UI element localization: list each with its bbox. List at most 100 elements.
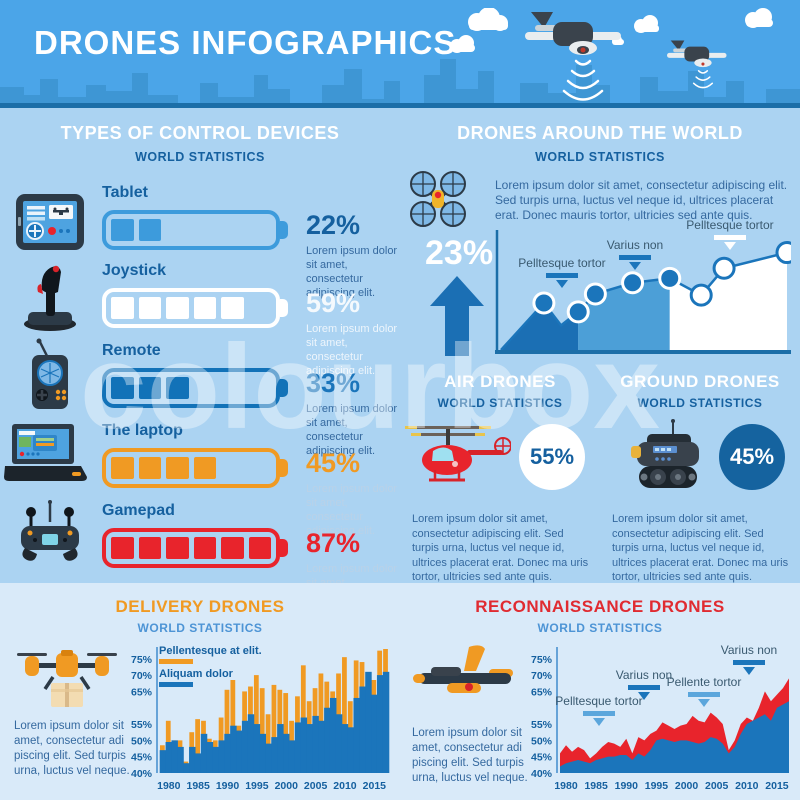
delivery-paragraph: Lorem ipsum dolor sit amet, consectetur … [14,720,130,777]
battery-segment [138,537,161,559]
drone-icon [667,40,727,89]
battery-gauge [102,288,280,328]
device-percent: 22% [306,210,361,240]
air-drones-title: AIR DRONES [444,372,556,391]
battery-segment [248,537,271,559]
air-drones-paragraph: Lorem ipsum dolor sit amet, consectetur … [412,513,589,583]
header-art [450,8,773,101]
battery-segment [166,457,189,479]
chart-annotation: Pelltesque tortor [675,218,785,250]
device-label: Remote [102,342,161,359]
bottom-section: DELIVERY DRONES WORLD STATISTICS Lorem i… [0,583,800,800]
svg-text:2000: 2000 [675,780,699,792]
annotation-bar [583,711,615,716]
svg-text:45%: 45% [531,752,553,764]
svg-text:2015: 2015 [765,780,789,792]
battery-segment [166,219,189,241]
battery-segment [138,219,161,241]
svg-text:50%: 50% [531,735,553,747]
recon-drone-icon [408,645,526,715]
annotation-pointer-icon [743,666,755,675]
world-subtitle: WORLD STATISTICS [535,150,665,164]
control-devices-subtitle: WORLD STATISTICS [135,150,265,164]
svg-text:2005: 2005 [304,780,328,792]
svg-text:65%: 65% [531,686,553,698]
ground-drones-subtitle: WORLD STATISTICS [637,396,763,410]
svg-text:1990: 1990 [615,780,639,792]
svg-text:1995: 1995 [645,780,669,792]
legend-entry: Pellentesque at elit. [159,645,262,657]
remote-icon [5,338,95,412]
control-devices-title: TYPES OF CONTROL DEVICES [60,123,340,143]
device-label: Joystick [102,262,167,279]
header: DRONES INFOGRAPHICS [0,0,800,108]
main-section: TYPES OF CONTROL DEVICES WORLD STATISTIC… [0,108,800,617]
battery-gauge [102,210,280,250]
annotation-bar [714,235,746,240]
annotation-bar [733,660,765,665]
device-caption: Lorem ipsum dolor sit amet, consectetur … [306,403,398,457]
battery-segment [138,297,161,319]
annotation-bar [619,255,651,260]
chart-annotation: Pelltesque tortor [544,694,654,726]
battery-segment [249,219,272,241]
delivery-drone-icon [12,645,122,711]
ground-drones-title: GROUND DRONES [620,372,780,391]
svg-text:2000: 2000 [275,780,299,792]
battery-segment [111,377,134,399]
growth-percent: 23% [425,234,494,272]
svg-text:75%: 75% [531,654,553,666]
legend-entry: Aliquam dolor [159,668,233,680]
page-title: DRONES INFOGRAPHICS [34,24,457,61]
delivery-subtitle: WORLD STATISTICS [137,621,263,635]
svg-text:65%: 65% [131,686,153,698]
annotation-bar [546,273,578,278]
battery-segment [221,537,244,559]
world-title: DRONES AROUND THE WORLD [457,123,743,143]
battery-gauge [102,448,280,488]
annotation-bar [688,692,720,697]
world-paragraph: Lorem ipsum dolor sit amet, consectetur … [495,178,788,222]
chart-annotation: Varius non [580,238,690,270]
battery-segment [111,219,134,241]
delivery-title: DELIVERY DRONES [115,597,285,616]
battery-segment [221,377,244,399]
tablet-icon [5,190,95,254]
device-caption: Lorem ipsum dolor sit amet, consectetur … [306,483,398,537]
annotation-pointer-icon [593,717,605,726]
laptop-icon [0,422,90,484]
svg-text:55%: 55% [531,719,553,731]
battery-segment [138,377,161,399]
annotation-pointer-icon [698,698,710,707]
helicopter-drone-icon [402,420,512,488]
air-drones-subtitle: WORLD STATISTICS [437,396,563,410]
battery-segment [138,457,161,479]
chart-annotation: Varius non [589,668,699,700]
delivery-legend: Pellentesque at elit. Aliquam dolor [159,645,262,691]
ground-robot-icon [608,418,718,496]
recon-paragraph: Lorem ipsum dolor sit amet, consectetur … [412,727,528,784]
device-percent: 33% [306,368,361,398]
battery-segment [221,457,244,479]
gamepad-icon [5,500,95,564]
device-label: Gamepad [102,502,175,519]
world-chart [495,228,799,356]
svg-text:1985: 1985 [186,780,210,792]
recon-subtitle: WORLD STATISTICS [537,621,663,635]
chart-annotation: Varius non [694,643,800,675]
svg-text:75%: 75% [131,654,153,666]
battery-segment [193,537,216,559]
battery-segment [221,297,244,319]
svg-text:1980: 1980 [157,780,181,792]
svg-text:1980: 1980 [554,780,578,792]
device-percent: 87% [306,528,361,558]
annotation-bar [628,685,660,690]
battery-segment [193,457,216,479]
cloud-icon [450,8,773,53]
drone-icon [525,12,621,101]
air-drones-stat: 55% [519,424,585,490]
svg-text:2010: 2010 [735,780,759,792]
battery-segment [111,537,134,559]
joystick-icon [5,260,95,332]
